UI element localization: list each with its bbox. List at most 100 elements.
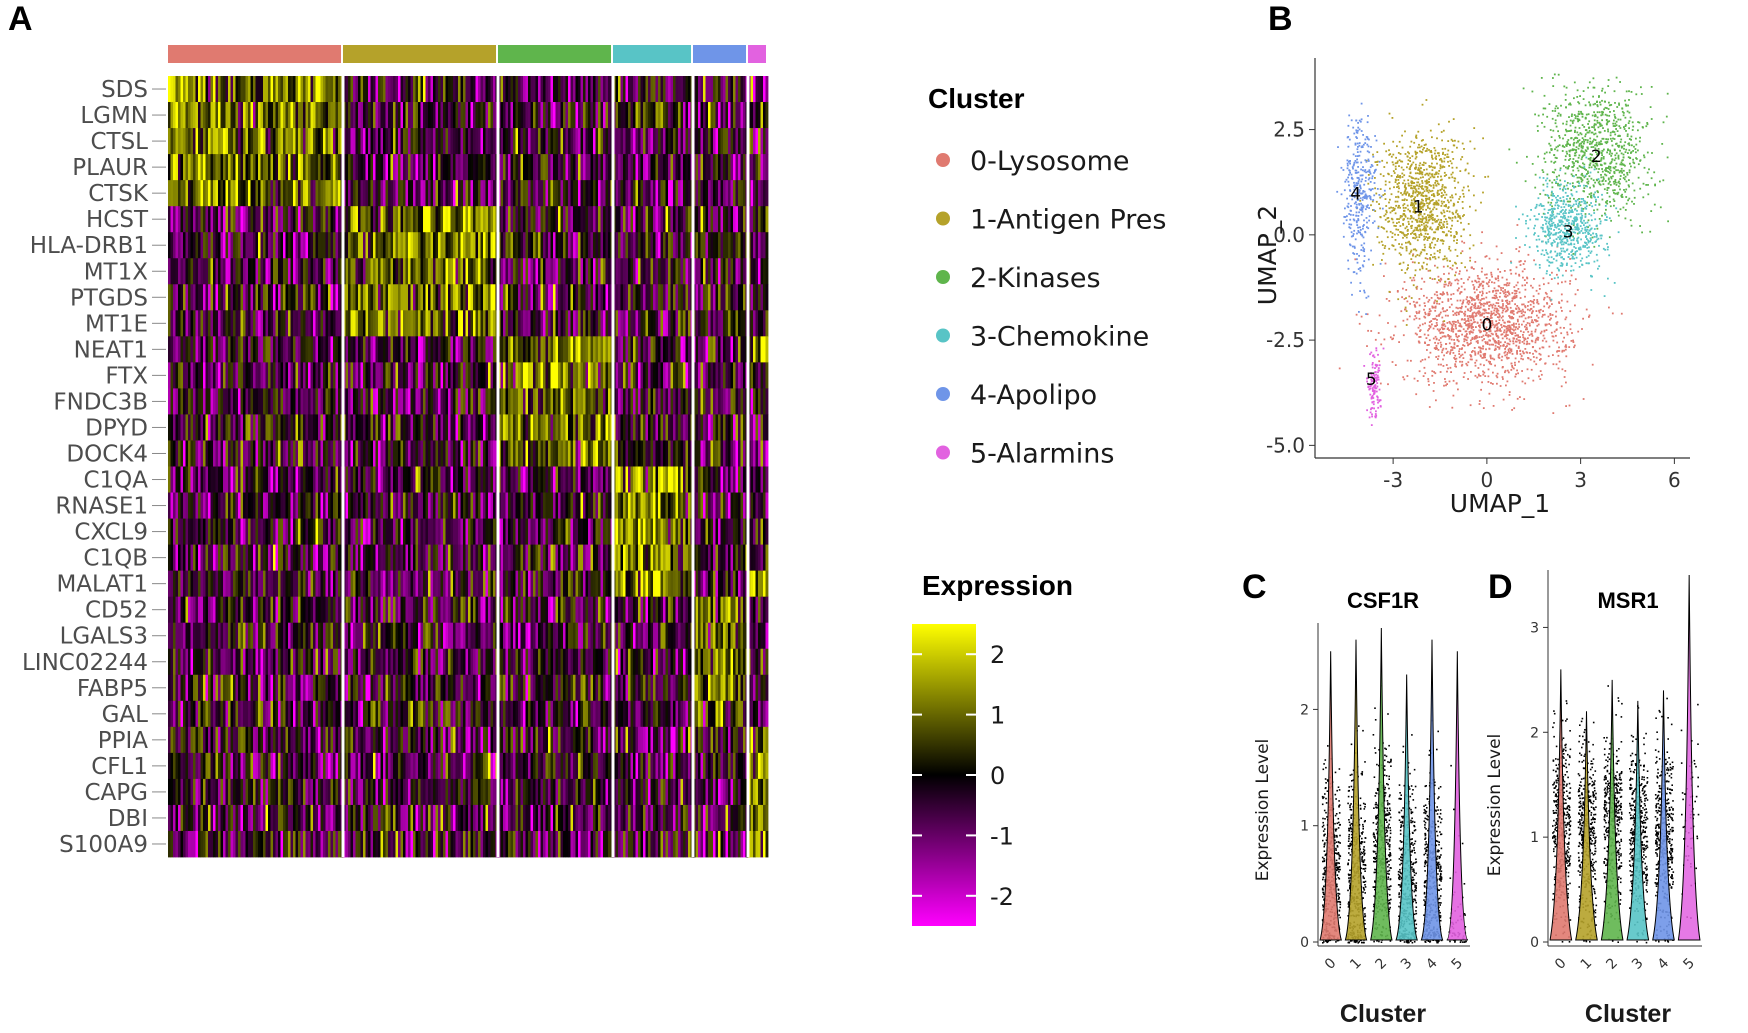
heatmap-cell: [433, 362, 436, 389]
heatmap-cell: [483, 440, 486, 467]
heatmap-cell: [338, 778, 341, 806]
heatmap-cell: [458, 726, 461, 754]
heatmap-cell: [330, 76, 334, 103]
heatmap-cell: [368, 726, 371, 754]
heatmap-cell: [415, 544, 419, 572]
heatmap-cell: [355, 440, 359, 467]
heatmap-cell: [333, 206, 336, 233]
heatmap-cell: [220, 128, 224, 155]
heatmap-cell: [295, 336, 299, 363]
heatmap-cell: [290, 206, 294, 233]
heatmap-cell: [395, 206, 399, 233]
heatmap-cell: [313, 648, 316, 676]
heatmap-cell: [390, 674, 394, 702]
heatmap-cell: [325, 622, 329, 650]
heatmap-cell: [170, 102, 174, 129]
heatmap-cell: [263, 804, 266, 832]
heatmap-cell: [208, 102, 211, 129]
heatmap-cell: [328, 128, 331, 155]
heatmap-cell: [523, 726, 526, 754]
heatmap-cell: [550, 544, 554, 572]
heatmap-cell: [345, 440, 349, 467]
heatmap-cell: [248, 674, 251, 702]
heatmap-cell: [565, 518, 569, 545]
heatmap-cell: [470, 180, 474, 207]
heatmap-cell: [530, 804, 534, 832]
heatmap-cell: [203, 648, 206, 676]
heatmap-cell: [275, 128, 279, 155]
heatmap-cell: [360, 284, 364, 311]
heatmap-cell: [333, 466, 336, 493]
heatmap-cell: [493, 102, 496, 129]
heatmap-cell: [175, 492, 179, 519]
heatmap-cell: [210, 310, 214, 337]
heatmap-cell: [270, 570, 274, 598]
heatmap-cell: [325, 284, 329, 311]
heatmap-cell: [418, 206, 421, 233]
heatmap-cell: [465, 154, 469, 181]
heatmap-cell: [260, 206, 264, 233]
heatmap-cell: [450, 518, 454, 545]
heatmap-cell: [570, 154, 574, 181]
heatmap-cell: [575, 284, 579, 311]
heatmap-cell: [245, 778, 249, 806]
heatmap-cell: [305, 752, 309, 780]
heatmap-cell: [335, 544, 339, 572]
heatmap-cell: [418, 674, 421, 702]
heatmap-cell: [528, 414, 531, 441]
heatmap-cell: [178, 804, 181, 832]
heatmap-cell: [463, 674, 466, 702]
heatmap-cell: [488, 336, 491, 363]
heatmap-cell: [365, 778, 369, 806]
heatmap-cell: [183, 388, 186, 415]
heatmap-cell: [335, 752, 339, 780]
heatmap-cell: [460, 154, 464, 181]
heatmap-cell: [248, 752, 251, 780]
heatmap-cell: [198, 466, 201, 493]
heatmap-cell: [525, 336, 529, 363]
heatmap-cell: [420, 622, 424, 650]
heatmap-cell: [320, 388, 324, 415]
heatmap-cell: [348, 752, 351, 780]
heatmap-cell: [338, 752, 341, 780]
heatmap-cell: [423, 414, 426, 441]
heatmap-cell: [420, 102, 424, 129]
heatmap-cell: [515, 388, 519, 415]
heatmap-cell: [170, 154, 174, 181]
heatmap-cell: [465, 804, 469, 832]
heatmap-cell: [583, 180, 586, 207]
heatmap-cell: [288, 232, 291, 259]
heatmap-cell: [555, 674, 559, 702]
heatmap-cell: [168, 258, 171, 285]
panel-a-label: A: [8, 0, 33, 38]
heatmap-cell: [363, 466, 366, 493]
heatmap-cell: [423, 284, 426, 311]
heatmap-cell: [303, 804, 306, 832]
heatmap-cell: [575, 518, 579, 545]
heatmap-cell: [238, 362, 241, 389]
heatmap-cell: [188, 388, 191, 415]
heatmap-cell: [268, 310, 271, 337]
heatmap-cell: [503, 804, 506, 832]
heatmap-cell: [300, 284, 304, 311]
heatmap-cell: [283, 284, 286, 311]
heatmap-cell: [245, 700, 249, 728]
heatmap-cell: [220, 492, 224, 519]
heatmap-cell: [380, 492, 384, 519]
heatmap-cell: [390, 284, 394, 311]
heatmap-cell: [520, 414, 524, 441]
heatmap-cell: [420, 388, 424, 415]
heatmap-cell: [478, 726, 481, 754]
heatmap-cell: [320, 778, 324, 806]
heatmap-cell: [480, 726, 484, 754]
heatmap-cell: [313, 232, 316, 259]
heatmap-cell: [380, 232, 384, 259]
heatmap-cell: [580, 128, 584, 155]
heatmap-cell: [450, 700, 454, 728]
heatmap-cell: [390, 700, 394, 728]
heatmap-cell: [238, 674, 241, 702]
heatmap-cell: [523, 700, 526, 728]
heatmap-cell: [388, 544, 391, 572]
heatmap-cell: [520, 232, 524, 259]
heatmap-cell: [198, 310, 201, 337]
